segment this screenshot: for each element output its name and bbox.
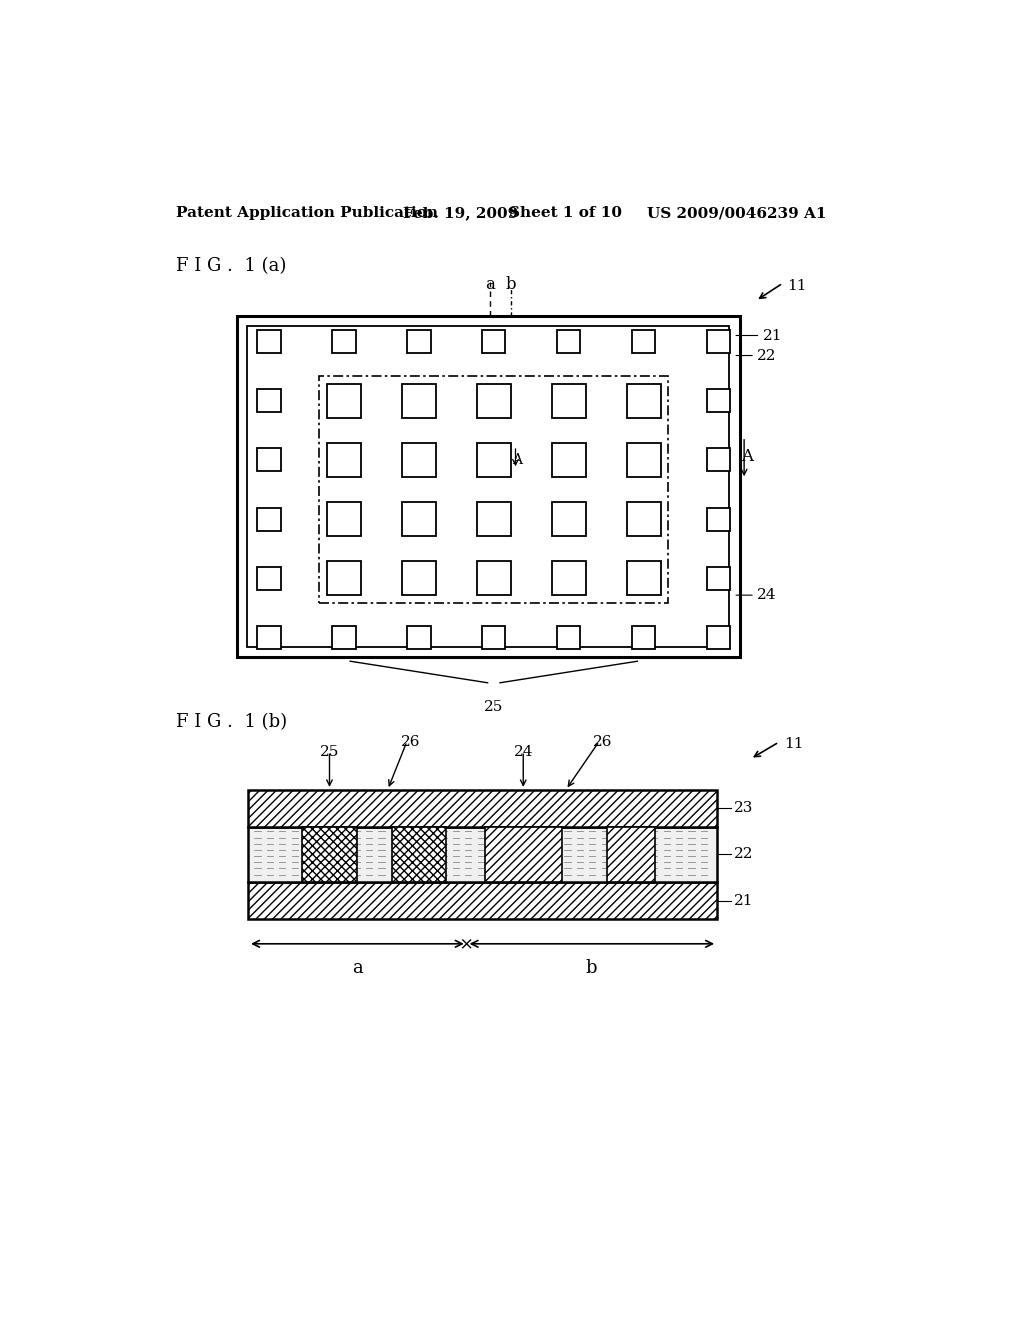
Bar xyxy=(302,826,356,882)
Bar xyxy=(707,389,730,412)
Bar xyxy=(302,826,356,882)
Bar xyxy=(257,449,281,471)
Bar xyxy=(248,882,717,919)
Bar xyxy=(408,626,430,649)
Bar xyxy=(333,626,355,649)
Text: 26: 26 xyxy=(593,735,612,750)
Bar xyxy=(248,326,729,647)
Bar xyxy=(257,389,281,412)
Bar xyxy=(552,502,586,536)
Bar xyxy=(607,826,655,882)
Bar xyxy=(237,317,740,657)
Bar xyxy=(707,330,730,354)
Text: Feb. 19, 2009: Feb. 19, 2009 xyxy=(403,206,518,220)
Bar xyxy=(401,384,436,417)
Bar xyxy=(484,826,562,882)
Bar xyxy=(248,826,717,882)
Bar xyxy=(627,384,660,417)
Bar xyxy=(552,384,586,417)
Bar xyxy=(607,826,655,882)
Bar xyxy=(484,826,562,882)
Text: 23: 23 xyxy=(734,801,754,816)
Bar xyxy=(408,330,430,354)
Bar xyxy=(401,561,436,595)
Bar xyxy=(482,626,506,649)
Bar xyxy=(477,502,511,536)
Text: Patent Application Publication: Patent Application Publication xyxy=(176,206,438,220)
Bar xyxy=(327,502,361,536)
Bar xyxy=(257,330,281,354)
Bar xyxy=(327,384,361,417)
Bar xyxy=(248,882,717,919)
Bar xyxy=(707,566,730,590)
Bar xyxy=(477,561,511,595)
Bar xyxy=(477,444,511,477)
Bar xyxy=(391,826,445,882)
Bar xyxy=(401,444,436,477)
Text: A: A xyxy=(512,453,522,467)
Text: 22: 22 xyxy=(758,348,777,363)
Text: 26: 26 xyxy=(401,735,421,750)
Text: 21: 21 xyxy=(734,894,754,908)
Text: F I G .  1 (b): F I G . 1 (b) xyxy=(176,713,287,731)
Bar xyxy=(482,330,506,354)
Bar xyxy=(632,330,655,354)
Bar xyxy=(477,384,511,417)
Text: F I G .  1 (a): F I G . 1 (a) xyxy=(176,257,287,275)
Bar xyxy=(632,626,655,649)
Text: b: b xyxy=(506,276,516,293)
Text: 24: 24 xyxy=(758,589,777,602)
Bar xyxy=(319,376,669,603)
Text: 24: 24 xyxy=(513,744,534,759)
Bar xyxy=(552,561,586,595)
Bar xyxy=(627,444,660,477)
Text: 21: 21 xyxy=(763,329,782,342)
Text: b: b xyxy=(586,960,597,977)
Bar xyxy=(257,626,281,649)
Bar xyxy=(248,789,717,826)
Text: a: a xyxy=(352,960,362,977)
Bar xyxy=(627,561,660,595)
Text: 25: 25 xyxy=(319,744,339,759)
Text: A: A xyxy=(741,447,753,465)
Bar xyxy=(248,789,717,826)
Bar xyxy=(707,507,730,531)
Bar xyxy=(257,507,281,531)
Bar xyxy=(552,444,586,477)
Text: 11: 11 xyxy=(786,279,806,293)
Bar xyxy=(557,626,581,649)
Text: 22: 22 xyxy=(734,847,754,862)
Bar xyxy=(327,561,361,595)
Bar xyxy=(327,444,361,477)
Bar xyxy=(401,502,436,536)
Bar xyxy=(257,566,281,590)
Bar xyxy=(391,826,445,882)
Bar xyxy=(707,626,730,649)
Bar xyxy=(707,449,730,471)
Bar xyxy=(627,502,660,536)
Bar xyxy=(333,330,355,354)
Text: 25: 25 xyxy=(484,700,504,714)
Text: US 2009/0046239 A1: US 2009/0046239 A1 xyxy=(647,206,826,220)
Bar xyxy=(557,330,581,354)
Text: a: a xyxy=(485,276,495,293)
Text: Sheet 1 of 10: Sheet 1 of 10 xyxy=(509,206,623,220)
Text: 11: 11 xyxy=(784,738,804,751)
